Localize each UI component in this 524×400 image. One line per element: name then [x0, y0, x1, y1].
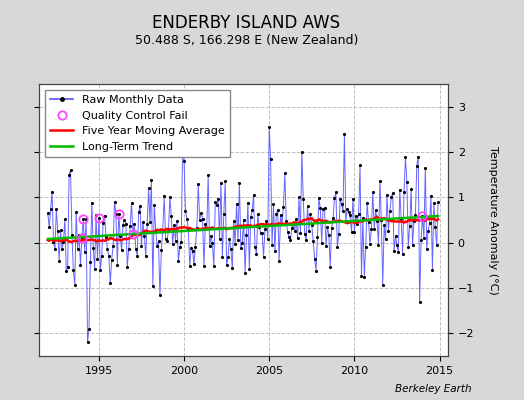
- Text: 50.488 S, 166.298 E (New Zealand): 50.488 S, 166.298 E (New Zealand): [135, 34, 358, 47]
- Text: ENDERBY ISLAND AWS: ENDERBY ISLAND AWS: [152, 14, 341, 32]
- Y-axis label: Temperature Anomaly (°C): Temperature Anomaly (°C): [488, 146, 498, 294]
- Legend: Raw Monthly Data, Quality Control Fail, Five Year Moving Average, Long-Term Tren: Raw Monthly Data, Quality Control Fail, …: [45, 90, 230, 157]
- Text: Berkeley Earth: Berkeley Earth: [395, 384, 472, 394]
